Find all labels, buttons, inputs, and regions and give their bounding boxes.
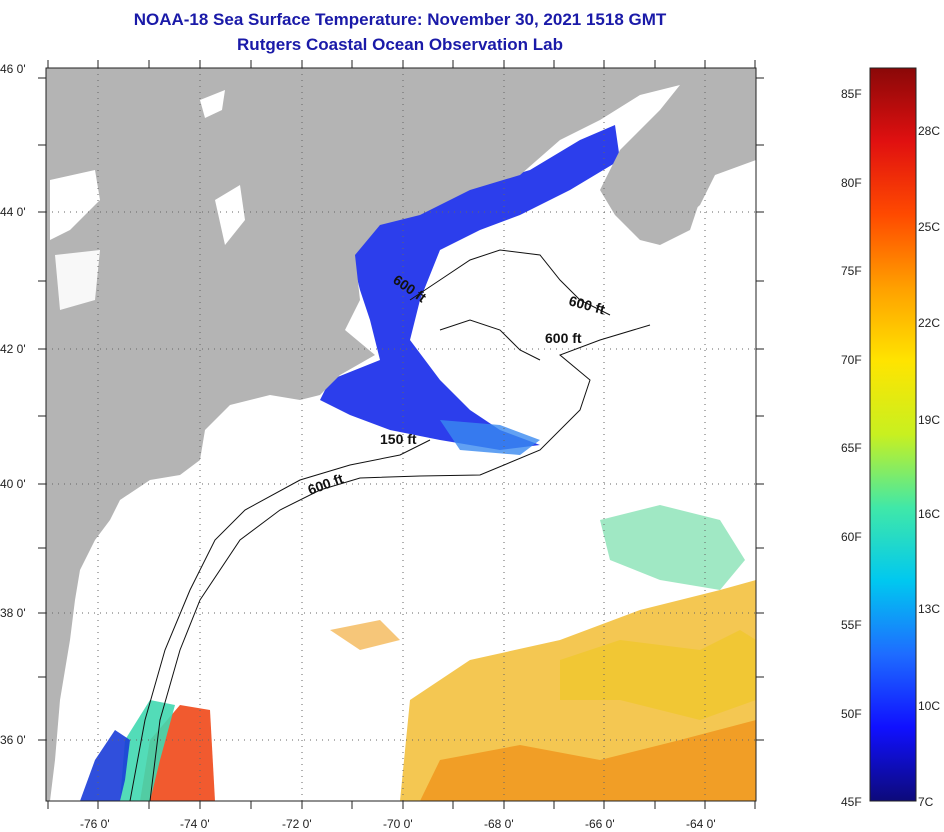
lat-label-42: 42 0' bbox=[0, 342, 26, 356]
cold-water-region bbox=[80, 125, 620, 801]
lakes bbox=[50, 90, 245, 310]
map-subtitle: Rutgers Coastal Ocean Observation Lab bbox=[237, 35, 563, 54]
lat-label-36: 36 0' bbox=[0, 733, 26, 747]
contour-label-3: 600 ft bbox=[545, 330, 582, 346]
lat-label-46: 46 0' bbox=[0, 62, 26, 76]
warm-water-region bbox=[120, 505, 756, 801]
lon-label-70: -70 0' bbox=[383, 817, 413, 831]
land-masses bbox=[46, 68, 756, 801]
tick-marks bbox=[38, 60, 764, 809]
lat-label-40: 40 0' bbox=[0, 477, 26, 491]
depth-contours bbox=[129, 249, 651, 801]
lon-label-72: -72 0' bbox=[282, 817, 312, 831]
map-title: NOAA-18 Sea Surface Temperature: Novembe… bbox=[133, 10, 667, 29]
map-frame bbox=[45, 67, 757, 802]
lon-label-66: -66 0' bbox=[585, 817, 615, 831]
lon-label-76: -76 0' bbox=[80, 817, 110, 831]
lon-label-74: -74 0' bbox=[180, 817, 210, 831]
contour-label-4: 150 ft bbox=[380, 431, 417, 447]
lat-label-44: 44 0' bbox=[0, 205, 26, 219]
lon-label-68: -68 0' bbox=[484, 817, 514, 831]
lat-label-38: 38 0' bbox=[0, 606, 26, 620]
lon-label-64: -64 0' bbox=[686, 817, 716, 831]
graticule bbox=[46, 68, 756, 801]
